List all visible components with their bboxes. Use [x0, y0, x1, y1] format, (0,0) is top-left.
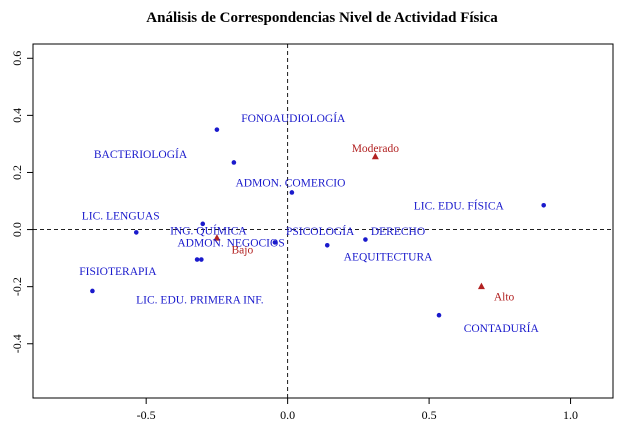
point-label: FONOAUDIOLOGÍA: [241, 111, 346, 125]
axes: -0.5 0.0 0.5 1.0 -0.4 -0.2 0.0 0.2 0.4 0.6: [10, 43, 614, 422]
program-point-dot: [199, 257, 204, 262]
point-label: Alto: [494, 292, 515, 304]
program-point-dot: [214, 127, 220, 132]
program-point-dot: [541, 202, 546, 208]
y-tick-label: -0.2: [10, 277, 24, 296]
program-point-dot: [324, 242, 330, 248]
program-point-dot: [133, 230, 139, 235]
point-label: AEQUITECTURA: [344, 252, 433, 264]
point-label: BACTERIOLOGÍA: [94, 147, 188, 161]
point-labels: FONOAUDIOLOGÍA BACTERIOLOGÍA ADMON. COMERC…: [79, 111, 539, 335]
y-tick-label: -0.4: [10, 334, 24, 353]
program-point-dot: [436, 312, 442, 318]
program-point-dot: [200, 221, 206, 227]
program-point-dot: [363, 237, 368, 242]
point-label: PSICOLOGÍA: [286, 224, 355, 238]
program-point-dot: [289, 190, 295, 195]
program-point-dot: [272, 240, 278, 245]
y-tick-label: 0.2: [10, 165, 24, 180]
point-label: LIC. LENGUAS: [82, 210, 160, 222]
x-tick-label: 1.0: [563, 408, 578, 422]
y-tick-label: 0.6: [10, 51, 24, 66]
point-label: LIC. EDU. FÍSICA: [414, 198, 505, 212]
point-label: FISIOTERAPIA: [79, 266, 157, 278]
program-point-dot: [231, 160, 237, 165]
level-point-triangle: [213, 234, 221, 241]
chart-title: Análisis de Correspondencias Nivel de Ac…: [146, 10, 498, 26]
point-label: CONTADURÍA: [464, 321, 540, 335]
point-label: ING. QUÍMICA: [170, 223, 247, 237]
y-tick-label: 0.4: [10, 108, 24, 123]
point-label: ADMON. COMERCIO: [236, 177, 346, 189]
point-label: ADMON. NEGOCIOS: [177, 237, 284, 249]
plot-frame: [32, 43, 614, 399]
program-point-dot: [194, 257, 200, 262]
point-label: Bajo: [231, 245, 253, 257]
program-point-dot: [90, 288, 95, 294]
point-label: DERECHO: [371, 226, 425, 238]
point-label: LIC. EDU. PRIMERA INF.: [136, 295, 264, 307]
x-tick-label: 0.5: [422, 408, 437, 422]
level-point-triangle: [371, 152, 379, 160]
y-tick-label: 0.0: [10, 222, 24, 237]
plot-marks: [90, 127, 546, 318]
point-label: Moderado: [352, 143, 400, 155]
x-tick-label: 0.0: [280, 408, 295, 422]
x-tick-label: -0.5: [137, 408, 156, 422]
level-point-triangle: [477, 282, 485, 290]
